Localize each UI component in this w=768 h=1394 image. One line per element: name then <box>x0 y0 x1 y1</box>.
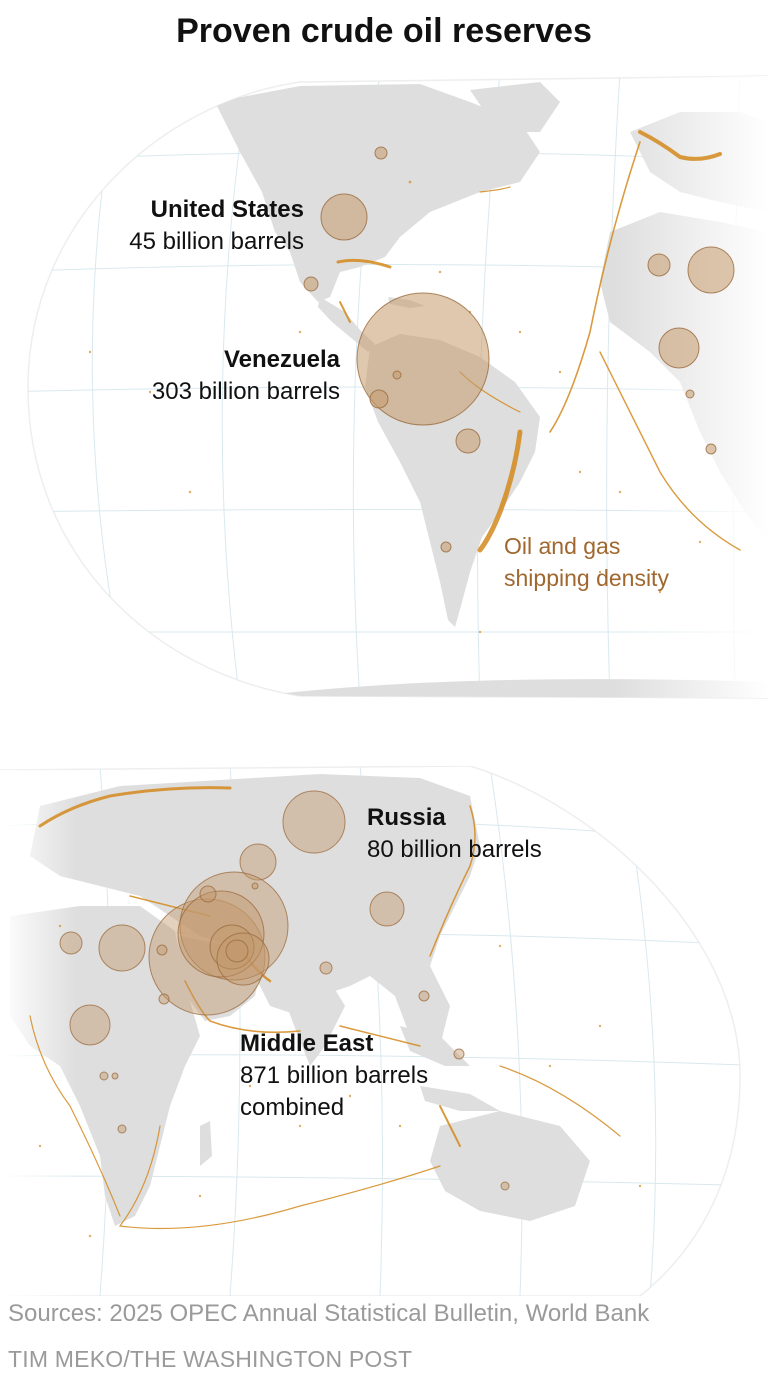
bubble-colombia <box>392 370 402 380</box>
bubble-libya <box>687 246 735 294</box>
reserve-bubbles <box>303 146 735 553</box>
bubble-egypt <box>156 944 168 956</box>
bubble-russia <box>282 790 346 854</box>
bubble-gabon <box>99 1071 109 1081</box>
label-united-states-name: United States <box>150 196 304 223</box>
bubble-india <box>319 961 333 975</box>
bubble-algeria <box>59 931 83 955</box>
bubble-argentina <box>440 541 452 553</box>
label-middle-east-value: 871 billion barrels <box>240 1062 429 1089</box>
bubble-nigeria <box>658 327 700 369</box>
label-middle-east-extra: combined <box>240 1094 345 1121</box>
bubble-sudan <box>158 993 170 1005</box>
bubble-azerbaijan <box>199 885 217 903</box>
bubble-angola <box>705 443 717 455</box>
bubble-nigeria <box>69 1004 111 1046</box>
shipping-dots <box>38 924 642 1238</box>
label-middle-east-name: Middle East <box>240 1030 374 1057</box>
bubble-canada <box>374 146 388 160</box>
label-united-states-value: 45 billion barrels <box>129 228 304 255</box>
label-venezuela-value: 303 billion barrels <box>151 378 340 405</box>
bubble-gabon <box>685 389 695 399</box>
label-venezuela-name: Venezuela <box>223 346 340 373</box>
bubble-algeria <box>647 253 671 277</box>
credit-line: TIM MEKO/THE WASHINGTON POST <box>8 1346 413 1372</box>
bubble-vietnam <box>418 990 430 1002</box>
shipping-dots <box>88 180 702 634</box>
shipping-routes <box>29 786 621 1230</box>
label-middle-east: Middle East 871 billion barrels combined <box>240 1028 428 1124</box>
bubble-mexico <box>303 276 319 292</box>
bubble-uzbekistan <box>251 882 259 890</box>
bubble-malaysia <box>453 1048 465 1060</box>
map-americas-svg <box>27 75 768 699</box>
label-united-states: United States 45 billion barrels <box>100 194 304 258</box>
map-eastern-hemisphere: Russia 80 billion barrels Middle East 87… <box>0 766 768 1296</box>
bubble-uae <box>216 932 270 986</box>
bubble-venezuela <box>356 292 490 426</box>
label-russia: Russia 80 billion barrels <box>367 802 542 866</box>
bubble-australia <box>500 1181 510 1191</box>
label-venezuela: Venezuela 303 billion barrels <box>110 344 340 408</box>
bubble-china <box>369 891 405 927</box>
bubble-ecuador <box>369 389 389 409</box>
chart-title: Proven crude oil reserves <box>176 12 592 50</box>
bubble-brazil <box>455 428 481 454</box>
bubble-congo <box>111 1072 119 1080</box>
legend-shipping-line2: shipping density <box>504 565 669 591</box>
sources-note: Sources: 2025 OPEC Annual Statistical Bu… <box>8 1300 650 1327</box>
bubble-angola <box>117 1124 127 1134</box>
reserve-bubbles <box>59 790 510 1191</box>
map-americas: United States 45 billion barrels Venezue… <box>0 72 768 702</box>
bubble-qatar <box>225 939 249 963</box>
label-russia-value: 80 billion barrels <box>367 836 542 863</box>
label-russia-name: Russia <box>367 804 446 831</box>
bubble-libya <box>98 924 146 972</box>
legend-shipping: Oil and gas shipping density <box>504 530 669 594</box>
legend-shipping-line1: Oil and gas <box>504 533 621 559</box>
bubble-united-states <box>320 193 368 241</box>
bubble-kazakhstan <box>239 843 277 881</box>
bubble-iraq <box>177 890 265 978</box>
bubble-iran <box>179 871 289 981</box>
shipping-routes <box>336 130 741 553</box>
bubble-kuwait <box>209 924 255 970</box>
map-eastern-svg <box>0 766 741 1296</box>
